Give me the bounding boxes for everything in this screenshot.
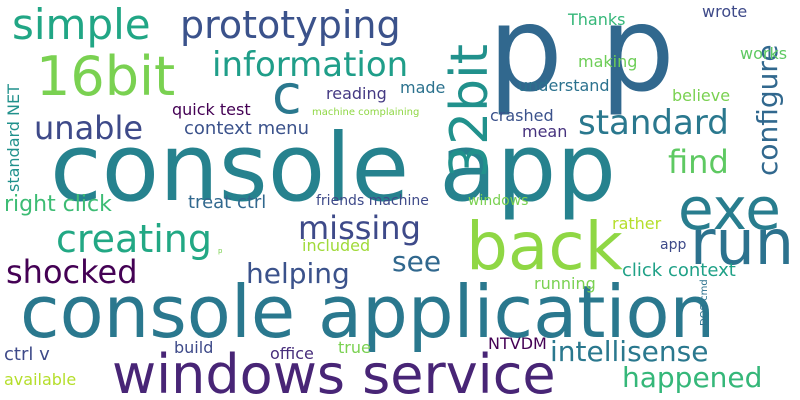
word-making: making bbox=[578, 52, 638, 71]
word-shocked: shocked bbox=[6, 253, 138, 291]
word-c: c bbox=[272, 63, 302, 126]
word-believe: believe bbox=[672, 86, 731, 105]
word-console-application: console application bbox=[20, 270, 716, 354]
word-back: back bbox=[466, 208, 623, 285]
word-mean: mean bbox=[522, 122, 568, 141]
word-exe: exe bbox=[678, 175, 781, 243]
word-windows-service: windows service bbox=[112, 343, 556, 400]
word-16bit: 16bit bbox=[36, 45, 176, 108]
word-works: works bbox=[740, 44, 788, 63]
word-simple: simple bbox=[12, 0, 151, 49]
word-friends-machine: friends machine bbox=[316, 193, 429, 209]
word-available: available bbox=[4, 370, 77, 389]
word-information: information bbox=[212, 45, 409, 85]
word-p-large-2: p bbox=[600, 0, 675, 118]
word-wrote: wrote bbox=[702, 2, 748, 21]
word-find: find bbox=[668, 143, 729, 181]
word-standard: standard bbox=[578, 103, 729, 143]
word-happened: happened bbox=[622, 361, 763, 394]
word-true: true bbox=[338, 338, 371, 357]
word-included: included bbox=[302, 236, 371, 255]
word-dos-cmd: DOS cmd bbox=[699, 279, 710, 326]
word-p-small: p bbox=[218, 247, 223, 255]
word-see: see bbox=[392, 245, 442, 278]
word-treat-ctrl: treat ctrl bbox=[188, 192, 267, 213]
word-right-click: right click bbox=[4, 192, 112, 217]
word-quick-test: quick test bbox=[172, 100, 251, 119]
word-ctrl-v: ctrl v bbox=[4, 344, 50, 365]
word-p-large-1: p bbox=[488, 0, 563, 118]
word-machine-complaining: machine complaining bbox=[312, 107, 420, 118]
word-thanks: Thanks bbox=[568, 10, 626, 29]
word-intellisense: intellisense bbox=[550, 335, 709, 368]
word-missing: missing bbox=[298, 209, 421, 247]
word-32bit: 32bit bbox=[440, 43, 500, 178]
word-rather: rather bbox=[612, 214, 662, 233]
word-run: run bbox=[690, 206, 795, 279]
word-understand: understand bbox=[518, 76, 610, 95]
word-reading: reading bbox=[326, 84, 387, 103]
word-click-context: click context bbox=[622, 260, 736, 281]
word-running: running bbox=[534, 274, 596, 293]
word-ntvdm: NTVDM bbox=[488, 334, 547, 353]
word-console-app: console app bbox=[50, 114, 617, 223]
word-office: office bbox=[270, 344, 314, 363]
word-context-menu: context menu bbox=[184, 118, 309, 139]
word-creating: creating bbox=[56, 217, 213, 261]
word-helping: helping bbox=[246, 257, 350, 290]
word-crashed: crashed bbox=[490, 106, 554, 125]
word-unable: unable bbox=[34, 109, 144, 147]
word-configure: configure bbox=[751, 44, 784, 176]
word-build: build bbox=[174, 338, 214, 357]
word-made: made bbox=[400, 78, 446, 97]
word-prototyping: prototyping bbox=[180, 3, 401, 47]
word-standard-net: standard NET bbox=[4, 84, 23, 192]
word-windows: windows bbox=[468, 193, 529, 209]
word-app: app bbox=[660, 237, 687, 253]
